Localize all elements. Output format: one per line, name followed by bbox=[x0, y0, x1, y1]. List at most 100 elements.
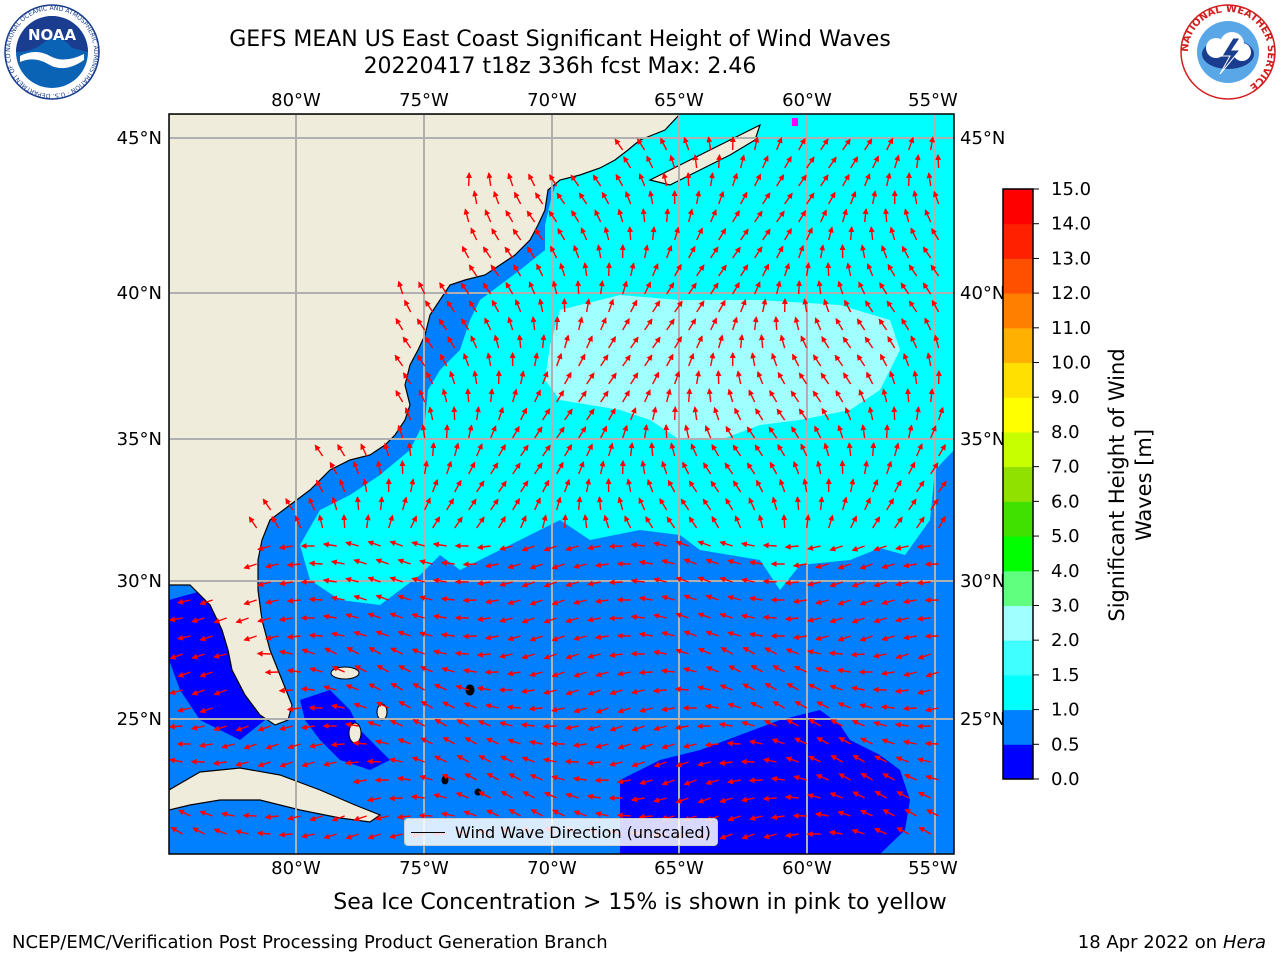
wave-direction-arrow bbox=[367, 833, 381, 840]
wave-direction-arrow bbox=[542, 723, 557, 730]
wave-direction-arrow bbox=[852, 791, 865, 799]
wave-direction-arrow bbox=[411, 648, 425, 655]
wave-direction-arrow bbox=[397, 424, 404, 439]
wave-direction-arrow bbox=[768, 426, 778, 439]
wave-direction-arrow bbox=[285, 498, 294, 511]
wave-direction-arrow bbox=[894, 479, 902, 493]
wave-direction-arrow bbox=[599, 460, 606, 475]
wave-direction-arrow bbox=[829, 545, 843, 552]
wave-direction-arrow bbox=[257, 725, 271, 732]
wave-direction-arrow bbox=[938, 443, 946, 457]
wave-direction-arrow bbox=[341, 514, 348, 529]
wave-direction-arrow bbox=[639, 707, 653, 713]
wave-direction-arrow bbox=[652, 371, 660, 385]
lon-tick-bottom-1: 75°W bbox=[399, 858, 449, 879]
wave-direction-arrow bbox=[638, 497, 646, 511]
wave-direction-arrow bbox=[617, 208, 624, 223]
wave-band-1p5 bbox=[545, 295, 900, 440]
wave-direction-arrow bbox=[404, 299, 412, 313]
wave-direction-arrow bbox=[608, 652, 623, 659]
wave-direction-arrow bbox=[484, 634, 499, 641]
wave-direction-arrow bbox=[554, 316, 561, 331]
wave-direction-arrow bbox=[868, 226, 875, 241]
wave-direction-arrow bbox=[815, 635, 829, 641]
wave-direction-arrow bbox=[770, 814, 785, 821]
wave-direction-arrow bbox=[506, 670, 521, 677]
wave-direction-arrow bbox=[551, 671, 565, 678]
wave-direction-arrow bbox=[740, 264, 749, 277]
wave-direction-arrow bbox=[647, 478, 654, 493]
wave-direction-arrow bbox=[265, 598, 279, 605]
wave-direction-arrow bbox=[507, 316, 514, 331]
wave-direction-arrow bbox=[534, 462, 543, 475]
wave-direction-arrow bbox=[467, 424, 474, 439]
wave-direction-arrow bbox=[902, 739, 917, 746]
wave-direction-arrow bbox=[493, 334, 500, 349]
wave-direction-arrow bbox=[420, 700, 434, 709]
wave-direction-arrow bbox=[622, 317, 630, 331]
wave-direction-arrow bbox=[697, 612, 711, 619]
wave-direction-arrow bbox=[565, 617, 579, 624]
wave-direction-arrow bbox=[859, 563, 873, 570]
wave-direction-arrow bbox=[468, 300, 478, 313]
wave-direction-arrow bbox=[666, 516, 676, 529]
wave-direction-arrow bbox=[375, 594, 389, 601]
wave-direction-arrow bbox=[177, 671, 191, 678]
wave-direction-arrow bbox=[659, 498, 668, 511]
wave-direction-arrow bbox=[595, 671, 609, 678]
wave-direction-arrow bbox=[419, 595, 433, 602]
wave-direction-arrow bbox=[364, 514, 371, 529]
wave-direction-arrow bbox=[772, 665, 786, 673]
wave-direction-arrow bbox=[851, 581, 865, 588]
colorbar-tick-label: 9.0 bbox=[1051, 387, 1080, 408]
wave-direction-arrow bbox=[883, 208, 889, 223]
wave-direction-arrow bbox=[910, 227, 918, 241]
wave-direction-arrow bbox=[938, 406, 945, 421]
wave-direction-arrow bbox=[802, 478, 809, 493]
wave-direction-arrow bbox=[820, 138, 829, 151]
wave-direction-arrow bbox=[534, 497, 541, 511]
wave-direction-arrow bbox=[170, 826, 184, 835]
wave-direction-arrow bbox=[220, 811, 235, 818]
wave-direction-arrow bbox=[556, 192, 566, 205]
wave-direction-arrow bbox=[586, 443, 593, 457]
wave-direction-arrow bbox=[199, 599, 213, 606]
wave-direction-arrow bbox=[354, 496, 361, 511]
wave-direction-arrow bbox=[257, 581, 271, 587]
wave-direction-arrow bbox=[542, 408, 551, 421]
wave-direction-arrow bbox=[578, 353, 586, 367]
wave-direction-arrow bbox=[844, 407, 852, 421]
wave-direction-arrow bbox=[424, 336, 434, 349]
wave-direction-arrow bbox=[433, 649, 447, 656]
wave-direction-arrow bbox=[930, 462, 939, 475]
wave-direction-arrow bbox=[439, 353, 448, 367]
wave-direction-arrow bbox=[520, 480, 529, 493]
wave-direction-arrow bbox=[565, 545, 579, 552]
wave-direction-arrow bbox=[777, 444, 786, 457]
wave-direction-arrow bbox=[653, 725, 667, 732]
wave-direction-arrow bbox=[286, 706, 301, 712]
wave-direction-arrow bbox=[736, 370, 742, 385]
wave-direction-arrow bbox=[169, 616, 183, 623]
wave-direction-arrow bbox=[719, 684, 733, 691]
wave-direction-arrow bbox=[177, 706, 191, 713]
colorbar-segment bbox=[1003, 223, 1033, 259]
wave-direction-arrow bbox=[484, 317, 492, 331]
wave-direction-arrow bbox=[719, 576, 733, 583]
wave-direction-arrow bbox=[242, 812, 257, 819]
wave-direction-arrow bbox=[732, 209, 740, 223]
wave-direction-arrow bbox=[397, 280, 404, 295]
wave-direction-arrow bbox=[345, 684, 359, 691]
wave-direction-arrow bbox=[528, 281, 536, 295]
wave-direction-arrow bbox=[622, 424, 629, 439]
colorbar-segment bbox=[1003, 397, 1033, 433]
wave-direction-arrow bbox=[476, 516, 485, 529]
wave-direction-arrow bbox=[872, 155, 880, 169]
wave-direction-arrow bbox=[863, 460, 869, 475]
wave-direction-arrow bbox=[516, 334, 523, 349]
wave-direction-arrow bbox=[879, 353, 888, 367]
wave-direction-arrow bbox=[815, 599, 829, 605]
wave-direction-arrow bbox=[199, 810, 213, 817]
wave-direction-arrow bbox=[300, 686, 315, 693]
wave-direction-arrow bbox=[772, 701, 786, 709]
